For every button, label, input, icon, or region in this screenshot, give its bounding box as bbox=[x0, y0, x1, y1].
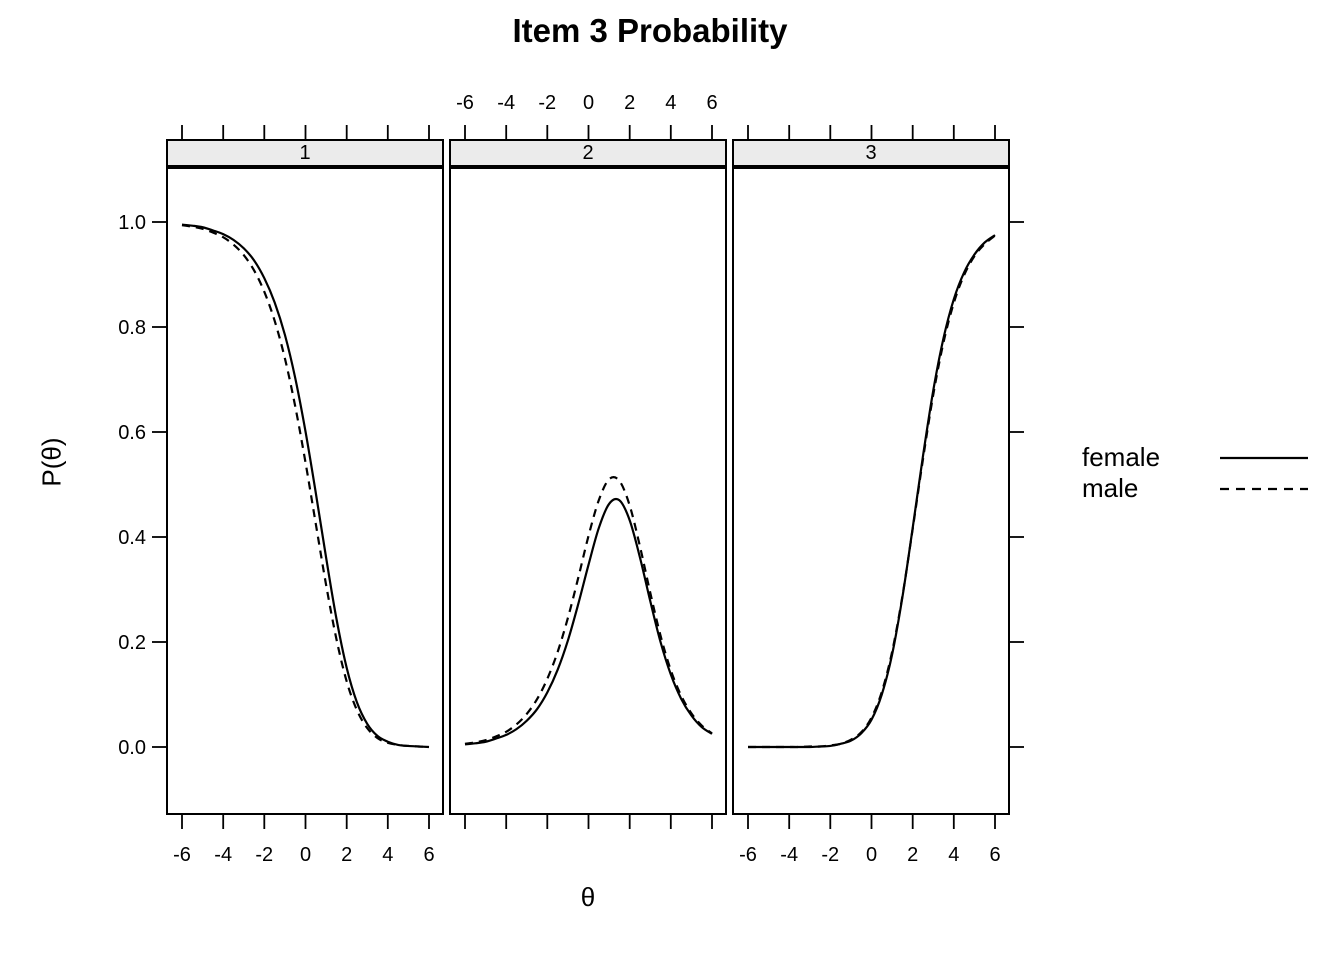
x-tick-label-bottom: -4 bbox=[780, 844, 798, 866]
legend-line-solid bbox=[1220, 456, 1308, 459]
x-tick-label-bottom: 0 bbox=[866, 844, 877, 866]
x-tick-label-bottom: 6 bbox=[423, 844, 434, 866]
legend-label-male: male bbox=[1082, 473, 1139, 503]
legend-line-dashed bbox=[1220, 487, 1308, 490]
y-tick-label: 0.0 bbox=[118, 737, 146, 759]
legend: female male bbox=[1082, 442, 1308, 504]
y-tick-label: 0.2 bbox=[118, 632, 146, 654]
x-tick-label-bottom: -2 bbox=[255, 844, 273, 866]
panel-strip-3-label: 3 bbox=[865, 141, 877, 164]
x-tick-label-bottom: 0 bbox=[300, 844, 311, 866]
x-tick-label-top: -4 bbox=[497, 92, 515, 114]
x-tick-label-top: 6 bbox=[706, 92, 717, 114]
panel-1 bbox=[166, 167, 444, 815]
x-tick-label-top: 4 bbox=[665, 92, 676, 114]
panel-strip-1-label: 1 bbox=[299, 141, 311, 164]
legend-label-female: female bbox=[1082, 442, 1161, 472]
x-tick-label-bottom: -4 bbox=[214, 844, 232, 866]
x-axis-title: θ bbox=[580, 882, 596, 912]
panel-strip-2-label: 2 bbox=[582, 141, 594, 164]
y-axis-title: P(θ) bbox=[36, 437, 67, 487]
y-tick-label: 0.4 bbox=[118, 527, 146, 549]
x-tick-label-top: -2 bbox=[538, 92, 556, 114]
x-tick-label-top: 0 bbox=[583, 92, 594, 114]
panel-3 bbox=[732, 167, 1010, 815]
x-tick-label-bottom: 2 bbox=[341, 844, 352, 866]
x-tick-label-bottom: -6 bbox=[739, 844, 757, 866]
chart-title: Item 3 Probability bbox=[512, 12, 788, 49]
legend-entry-female: female bbox=[1082, 442, 1308, 473]
panel-strip-1: 1 bbox=[166, 139, 444, 167]
x-tick-label-bottom: 2 bbox=[907, 844, 918, 866]
x-tick-label-bottom: 4 bbox=[948, 844, 959, 866]
x-tick-label-bottom: 4 bbox=[382, 844, 393, 866]
x-tick-label-top: 2 bbox=[624, 92, 635, 114]
y-tick-label: 0.8 bbox=[118, 317, 146, 339]
panel-strip-3: 3 bbox=[732, 139, 1010, 167]
x-tick-label-top: -6 bbox=[456, 92, 474, 114]
y-tick-label: 1.0 bbox=[118, 212, 146, 234]
x-tick-label-bottom: -6 bbox=[173, 844, 191, 866]
panel-strip-2: 2 bbox=[449, 139, 727, 167]
y-tick-label: 0.6 bbox=[118, 422, 146, 444]
x-tick-label-bottom: 6 bbox=[989, 844, 1000, 866]
x-tick-label-bottom: -2 bbox=[821, 844, 839, 866]
legend-entry-male: male bbox=[1082, 473, 1308, 504]
panel-2 bbox=[449, 167, 727, 815]
